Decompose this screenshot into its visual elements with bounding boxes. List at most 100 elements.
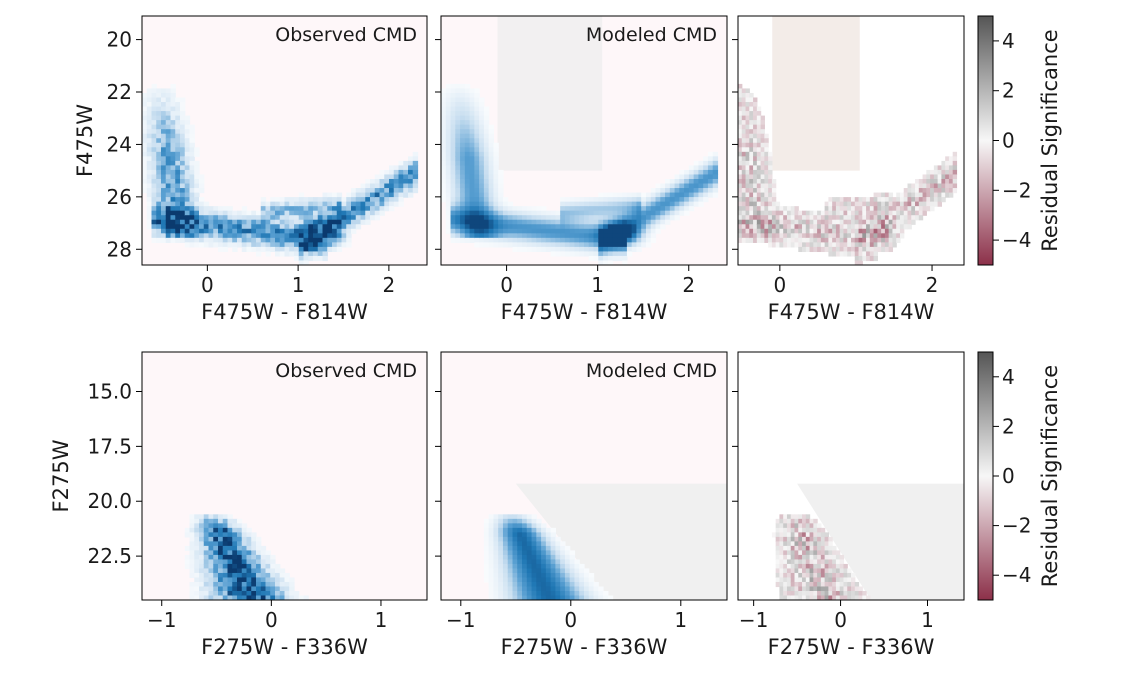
density-cell — [617, 210, 623, 216]
residual-cell — [933, 192, 939, 198]
density-cell — [669, 215, 676, 221]
density-cell — [488, 192, 495, 198]
residual-cell — [809, 228, 814, 234]
residual-cell — [779, 228, 784, 234]
density-cell — [289, 210, 295, 216]
density-cell — [355, 201, 362, 207]
residual-cell — [764, 210, 769, 216]
density-cell — [445, 88, 452, 94]
density-cell — [194, 151, 200, 157]
density-cell — [460, 92, 466, 99]
density-cell — [669, 197, 676, 203]
density-cell — [541, 586, 547, 592]
residual-cell — [843, 224, 848, 230]
residual-cell — [862, 206, 867, 212]
residual-cell — [802, 581, 807, 588]
density-cell — [560, 228, 566, 234]
residual-cell — [884, 228, 890, 234]
density-cell — [412, 174, 419, 180]
density-cell — [488, 242, 495, 248]
residual-cell — [937, 188, 942, 194]
density-cell — [493, 559, 499, 565]
density-cell — [194, 183, 200, 189]
residual-cell — [847, 210, 852, 216]
residual-cell — [764, 201, 769, 207]
density-cell — [170, 215, 176, 221]
residual-cell — [835, 568, 841, 574]
density-cell — [617, 192, 623, 198]
density-cell — [275, 586, 281, 592]
residual-cell — [741, 151, 747, 157]
density-cell — [260, 197, 267, 203]
density-cell — [579, 242, 585, 248]
density-cell — [531, 237, 537, 243]
density-cell — [208, 559, 214, 565]
residual-cell — [922, 210, 927, 216]
density-cell — [445, 224, 452, 230]
residual-cell — [760, 147, 765, 153]
density-cells — [738, 83, 958, 265]
residual-cell — [903, 219, 909, 225]
residual-cell — [745, 183, 750, 189]
density-cell — [541, 219, 547, 225]
panel-body — [738, 16, 964, 265]
residual-cell — [858, 251, 863, 257]
density-cell — [712, 178, 719, 185]
density-cell — [146, 102, 153, 108]
density-cell — [564, 581, 571, 588]
density-cell — [360, 197, 366, 203]
density-cell — [460, 201, 466, 207]
density-cell — [641, 242, 647, 248]
density-cell — [441, 124, 447, 130]
density-cell — [622, 224, 628, 230]
residual-cell — [828, 559, 833, 565]
density-cell — [698, 165, 704, 171]
density-cell — [222, 550, 229, 556]
residual-cell — [741, 142, 747, 148]
residual-cell — [786, 563, 792, 570]
density-cell — [256, 228, 262, 234]
density-cell — [241, 523, 248, 529]
density-cell — [541, 572, 547, 579]
density-cell — [469, 224, 475, 230]
residual-cell — [828, 586, 833, 592]
colorbar-tick-label: −4 — [1002, 228, 1031, 252]
density-cell — [370, 183, 376, 189]
residual-cell — [783, 595, 788, 600]
residual-cell — [858, 215, 863, 221]
density-cell — [474, 210, 480, 216]
density-cell — [246, 536, 252, 542]
density-cell — [279, 251, 286, 257]
panel-frame — [440, 351, 728, 601]
residual-cell — [858, 595, 863, 600]
density-cell — [313, 224, 319, 230]
density-cell — [156, 133, 162, 139]
density-cell — [483, 210, 490, 216]
density-cell — [303, 219, 309, 225]
density-cell — [593, 251, 599, 257]
density-cell — [607, 255, 614, 262]
density-cell — [512, 228, 518, 234]
residual-cell — [847, 568, 852, 574]
density-cell — [332, 201, 338, 207]
density-cell — [512, 237, 518, 243]
density-cell — [279, 224, 286, 230]
density-cell — [213, 523, 219, 529]
density-cell — [308, 219, 314, 225]
residual-cell — [809, 210, 814, 216]
density-cell — [322, 224, 328, 230]
residual-cell — [771, 224, 777, 230]
density-cell — [522, 514, 528, 520]
residual-cell — [915, 201, 920, 207]
density-cell — [365, 210, 371, 216]
density-cell — [170, 228, 176, 234]
density-cell — [146, 97, 153, 103]
density-cell — [265, 554, 271, 561]
residual-cell — [794, 215, 799, 221]
density-cell — [251, 586, 257, 592]
density-cell — [564, 201, 571, 207]
density-cell — [502, 590, 509, 597]
residual-cell — [948, 188, 954, 194]
residual-cell — [828, 554, 833, 561]
